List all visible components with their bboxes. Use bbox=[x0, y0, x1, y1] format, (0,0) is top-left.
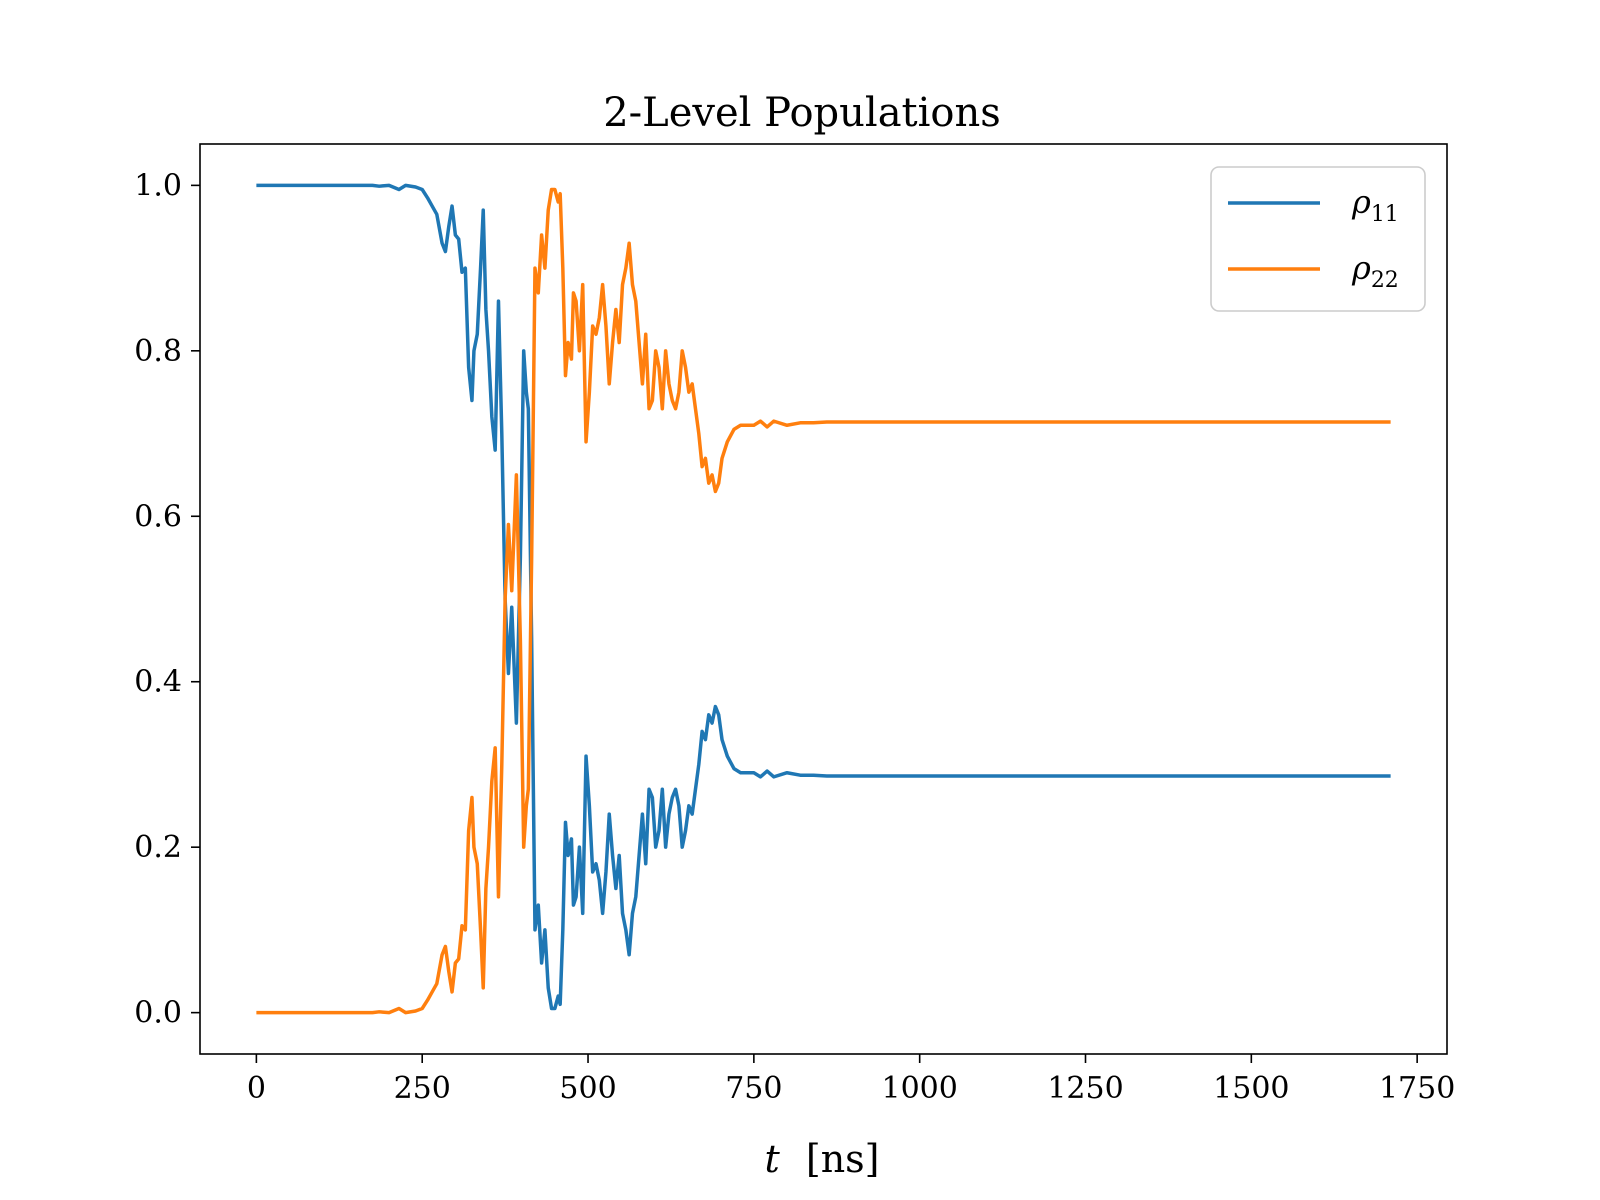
y-axis-ticks: 0.0 0.2 0.4 0.6 0.8 1.0 bbox=[134, 168, 200, 1031]
x-tick-label: 500 bbox=[559, 1071, 616, 1106]
x-axis-ticks: 0 250 500 750 1000 1250 1500 1750 bbox=[247, 1054, 1455, 1106]
x-axis-variable: t bbox=[765, 1137, 781, 1181]
legend-label-rho22: ρ22 bbox=[1351, 249, 1399, 293]
y-tick-label: 1.0 bbox=[134, 168, 182, 203]
y-tick-label: 0.2 bbox=[134, 830, 182, 865]
legend-label-rho22-subscript: 22 bbox=[1371, 268, 1399, 293]
legend-label-rho11: ρ11 bbox=[1351, 183, 1399, 227]
x-tick-label: 1750 bbox=[1379, 1071, 1455, 1106]
x-tick-label: 750 bbox=[725, 1071, 782, 1106]
x-tick-label: 0 bbox=[247, 1071, 266, 1106]
chart-title: 2-Level Populations bbox=[603, 90, 1001, 136]
y-tick-label: 0.8 bbox=[134, 334, 182, 369]
series-line-rho22 bbox=[256, 187, 1391, 1015]
y-tick-label: 0.4 bbox=[134, 665, 182, 700]
series-layer bbox=[256, 183, 1391, 1015]
y-tick-label: 0.0 bbox=[134, 996, 182, 1031]
x-tick-label: 1500 bbox=[1213, 1071, 1289, 1106]
x-tick-label: 1000 bbox=[881, 1071, 957, 1106]
series-line-rho11 bbox=[256, 183, 1391, 1011]
legend-label-rho22-base: ρ bbox=[1351, 249, 1371, 287]
legend: ρ11 ρ22 bbox=[1210, 166, 1426, 312]
plot-area-frame bbox=[199, 143, 1448, 1055]
x-axis-unit: [ns] bbox=[806, 1137, 880, 1181]
legend-label-rho11-base: ρ bbox=[1351, 183, 1371, 221]
legend-label-rho11-subscript: 11 bbox=[1371, 202, 1399, 227]
x-tick-label: 250 bbox=[394, 1071, 451, 1106]
x-axis-label: t [ns] bbox=[765, 1137, 880, 1181]
x-tick-label: 1250 bbox=[1047, 1071, 1123, 1106]
y-tick-label: 0.6 bbox=[134, 499, 182, 534]
